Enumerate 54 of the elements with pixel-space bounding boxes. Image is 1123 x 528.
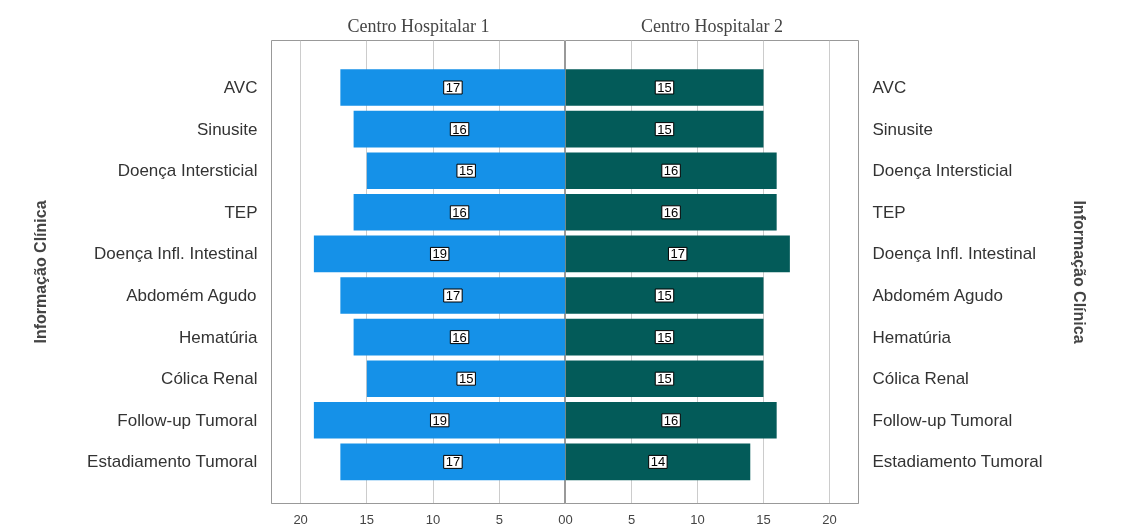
y-tick-label: Follow-up Tumoral bbox=[117, 410, 258, 430]
data-label: 15 bbox=[458, 163, 474, 179]
x-tick-label: 0 bbox=[558, 511, 566, 527]
y-tick-label: Cólica Renal bbox=[161, 369, 258, 389]
data-label: 16 bbox=[663, 204, 679, 220]
y-tick-label: Estadiamento Tumoral bbox=[872, 452, 1043, 472]
y-tick-label: Abdomém Agudo bbox=[126, 286, 257, 305]
data-label: 16 bbox=[663, 412, 679, 428]
y-tick-label: Doença Intersticial bbox=[117, 161, 258, 181]
data-label: 15 bbox=[657, 121, 672, 137]
y-axis-title: Informação Clínica bbox=[32, 200, 50, 344]
y-tick-label: TEP bbox=[872, 202, 906, 222]
data-label: 15 bbox=[657, 288, 672, 303]
data-label: 17 bbox=[445, 454, 461, 470]
data-label: 14 bbox=[650, 454, 666, 470]
x-tick-label: 10 bbox=[690, 511, 705, 527]
x-tick-label: 5 bbox=[627, 511, 636, 527]
data-label: 17 bbox=[670, 246, 685, 262]
x-tick-label: 20 bbox=[822, 511, 837, 527]
x-tick-label: 15 bbox=[756, 511, 771, 527]
y-tick-label: Follow-up Tumoral bbox=[872, 410, 1013, 430]
y-tick-label: Doença Intersticial bbox=[872, 161, 1013, 181]
y-tick-label: Doença Infl. Intestinal bbox=[872, 244, 1036, 264]
y-tick-label: Cólica Renal bbox=[872, 369, 969, 389]
data-label: 17 bbox=[445, 80, 461, 96]
data-label: 17 bbox=[445, 288, 461, 303]
x-tick-label: 5 bbox=[495, 511, 503, 527]
x-tick-label: 10 bbox=[425, 511, 441, 527]
y-tick-label: Hematúria bbox=[179, 327, 259, 347]
data-label: 16 bbox=[452, 121, 467, 137]
y-tick-label: AVC bbox=[223, 78, 258, 98]
y-tick-label: Estadiamento Tumoral bbox=[87, 452, 258, 472]
data-label: 19 bbox=[432, 246, 447, 262]
y-tick-label: Sinusite bbox=[872, 119, 933, 139]
y-axis-title: Informação Clínica bbox=[1070, 200, 1088, 344]
y-tick-label: TEP bbox=[224, 202, 258, 222]
y-tick-label: AVC bbox=[872, 78, 907, 98]
y-tick-label: Doença Infl. Intestinal bbox=[94, 244, 258, 264]
data-label: 15 bbox=[657, 329, 672, 345]
data-label: 16 bbox=[663, 163, 679, 179]
data-label: 15 bbox=[657, 371, 672, 387]
y-tick-label: Sinusite bbox=[197, 119, 258, 139]
x-tick-label: 0 bbox=[565, 511, 573, 527]
data-label: 15 bbox=[458, 371, 474, 387]
data-label: 15 bbox=[657, 80, 672, 96]
data-label: 19 bbox=[432, 412, 447, 428]
x-tick-label: 15 bbox=[359, 511, 375, 527]
data-label: 16 bbox=[452, 204, 467, 220]
chart-title: Centro Hospitalar 1 bbox=[347, 15, 490, 36]
data-label: 16 bbox=[452, 329, 467, 345]
y-tick-label: Hematúria bbox=[872, 327, 952, 347]
y-tick-label: Abdomém Agudo bbox=[872, 286, 1003, 305]
x-tick-label: 20 bbox=[293, 511, 308, 527]
chart-title: Centro Hospitalar 2 bbox=[641, 15, 783, 36]
